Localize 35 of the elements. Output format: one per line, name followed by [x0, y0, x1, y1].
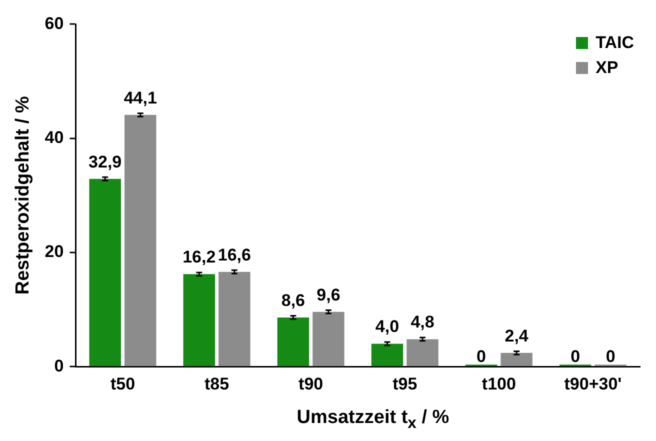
data-label: 16,6: [218, 245, 251, 264]
data-label: 32,9: [88, 152, 122, 172]
y-tick-label: 0: [54, 356, 64, 376]
y-tick-label: 60: [44, 14, 64, 33]
x-tick-label: t90: [298, 374, 324, 394]
bar: [406, 339, 438, 366]
legend-label: XP: [596, 57, 618, 79]
data-label: 0: [570, 346, 580, 366]
bar: [89, 178, 121, 366]
bar: [218, 272, 250, 366]
x-tick-label: t95: [392, 374, 418, 394]
bar: [500, 352, 532, 366]
data-label: 8,6: [281, 291, 306, 310]
data-label: 44,1: [124, 88, 157, 108]
legend-label: TAIC: [596, 32, 634, 54]
data-label: 9,6: [316, 285, 340, 304]
y-tick-label: 20: [44, 242, 64, 262]
bar: [277, 318, 310, 366]
x-tick-label: t50: [110, 374, 136, 394]
data-label: 2,4: [504, 326, 529, 346]
data-label: 4,0: [375, 317, 400, 336]
data-label: 16,2: [182, 248, 216, 267]
y-tick-label: 40: [44, 128, 64, 148]
x-axis-title: Umsatzzeit t$_{x}$ / %: [296, 407, 450, 433]
y-axis-title: Restperoxidgehalt / %: [12, 96, 34, 295]
data-label: 4,8: [410, 312, 434, 332]
bar: [183, 274, 216, 366]
data-label: 0: [476, 346, 486, 366]
x-tick-label: t90+30': [564, 374, 622, 394]
x-tick-label: t85: [204, 374, 230, 394]
data-label: 0: [606, 346, 616, 366]
x-tick-label: t100: [482, 374, 516, 394]
bar: [312, 312, 344, 366]
bar: [371, 344, 404, 366]
bar: [124, 114, 156, 366]
